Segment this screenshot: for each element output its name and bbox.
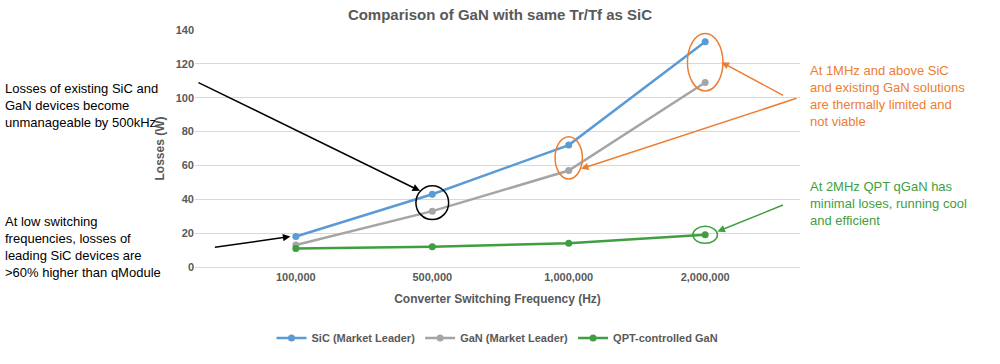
svg-text:40: 40 (182, 193, 194, 205)
svg-text:100: 100 (176, 92, 194, 104)
svg-text:500,000: 500,000 (412, 271, 452, 283)
svg-text:GaN (Market Leader): GaN (Market Leader) (460, 332, 568, 344)
svg-text:120: 120 (176, 58, 194, 70)
svg-text:QPT-controlled GaN: QPT-controlled GaN (613, 332, 718, 344)
svg-text:1,000,000: 1,000,000 (544, 271, 593, 283)
svg-text:At low switchingfrequencies, l: At low switchingfrequencies, losses ofle… (5, 214, 161, 280)
svg-text:20: 20 (182, 227, 194, 239)
svg-text:SiC (Market Leader): SiC (Market Leader) (312, 332, 416, 344)
svg-text:Losses (W): Losses (W) (153, 116, 167, 180)
svg-text:140: 140 (176, 24, 194, 36)
svg-text:Comparison of GaN with same Tr: Comparison of GaN with same Tr/Tf as SiC (348, 6, 652, 23)
svg-text:80: 80 (182, 125, 194, 137)
svg-text:100,000: 100,000 (276, 271, 316, 283)
svg-text:At 1MHz and above SiCand exist: At 1MHz and above SiCand existing GaN so… (810, 63, 965, 129)
svg-text:60: 60 (182, 159, 194, 171)
svg-text:At 2MHz QPT qGaN hasminimal lo: At 2MHz QPT qGaN hasminimal loses, runni… (810, 179, 967, 228)
svg-text:2,000,000: 2,000,000 (681, 271, 730, 283)
svg-text:Losses of existing SiC andGaN: Losses of existing SiC andGaN devices be… (5, 81, 158, 130)
svg-text:Converter Switching Frequency: Converter Switching Frequency (Hz) (394, 292, 601, 306)
svg-text:0: 0 (188, 261, 194, 273)
